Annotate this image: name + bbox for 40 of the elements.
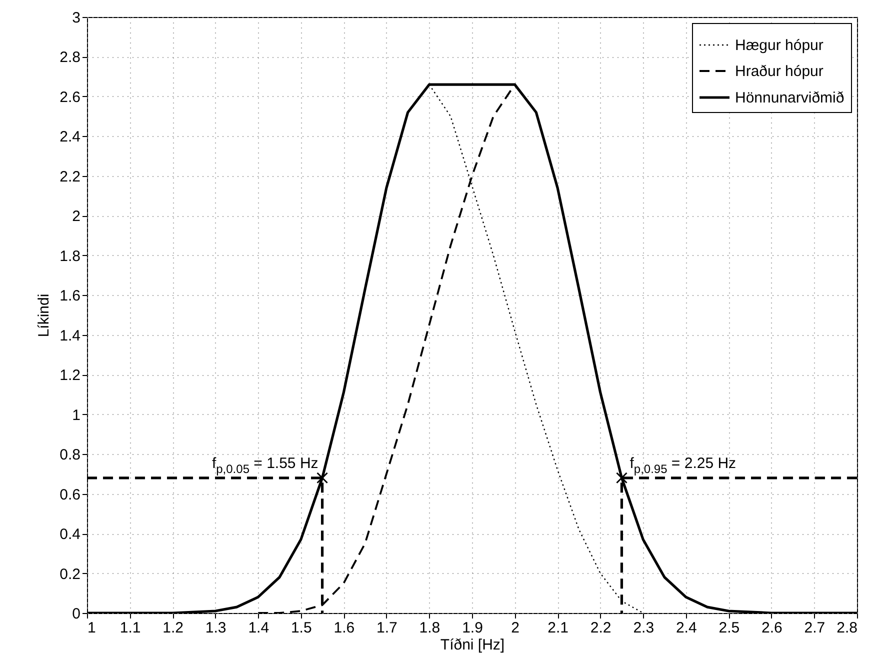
x-tick-label: 1.7 bbox=[376, 620, 398, 636]
y-tick-label: 0.2 bbox=[60, 566, 80, 583]
x-tick-label: 2.8 bbox=[836, 620, 858, 636]
y-tick-label: 1 bbox=[72, 406, 80, 424]
x-tick-label: 2.4 bbox=[676, 620, 697, 636]
x-tick-label: 1.4 bbox=[248, 620, 270, 636]
x-axis-title: Tíðni [Hz] bbox=[440, 636, 505, 654]
y-tick-label: 0.8 bbox=[60, 446, 80, 464]
y-tick-label: 0.4 bbox=[60, 526, 80, 544]
x-tick-label: 2.2 bbox=[590, 620, 612, 636]
x-tick-label: 2.3 bbox=[633, 620, 654, 636]
y-tick-label: 1.6 bbox=[60, 288, 80, 305]
x-tick-label: 1.6 bbox=[334, 620, 355, 636]
y-tick-label: 2 bbox=[72, 208, 80, 226]
x-tick-label: 2.7 bbox=[804, 620, 826, 636]
y-tick-label: 0 bbox=[72, 606, 80, 622]
legend-label: Hraður hópur bbox=[735, 63, 824, 80]
x-tick-label: 1.1 bbox=[120, 620, 141, 636]
x-tick-label: 1.8 bbox=[419, 620, 440, 636]
y-axis-title: Líkindi bbox=[36, 294, 53, 338]
y-tick-label: 3 bbox=[72, 10, 80, 26]
x-tick-label: 2.1 bbox=[548, 620, 568, 636]
y-tick-label: 2.4 bbox=[60, 128, 80, 146]
x-tick-label: 1.9 bbox=[462, 620, 483, 636]
y-tick-label: 1.8 bbox=[60, 248, 80, 265]
y-tick-label: 1.4 bbox=[60, 327, 80, 344]
y-tick-label: 0.6 bbox=[60, 486, 80, 504]
y-tick-label: 2.6 bbox=[60, 88, 80, 106]
x-tick-label: 1 bbox=[88, 620, 96, 636]
x-tick-label: 2.5 bbox=[718, 620, 740, 636]
x-tick-label: 2 bbox=[511, 620, 520, 636]
x-tick-label: 2.6 bbox=[762, 620, 782, 636]
x-tick-label: 1.3 bbox=[205, 620, 226, 636]
legend-label: Hægur hópur bbox=[735, 37, 824, 54]
x-tick-label: 1.2 bbox=[162, 620, 184, 636]
y-tick-label: 1.2 bbox=[60, 367, 80, 384]
x-tick-label: 1.5 bbox=[290, 620, 312, 636]
legend-label: Hönnunarviðmið bbox=[735, 90, 844, 106]
y-tick-label: 2.8 bbox=[60, 49, 80, 66]
y-tick-label: 2.2 bbox=[60, 168, 80, 186]
